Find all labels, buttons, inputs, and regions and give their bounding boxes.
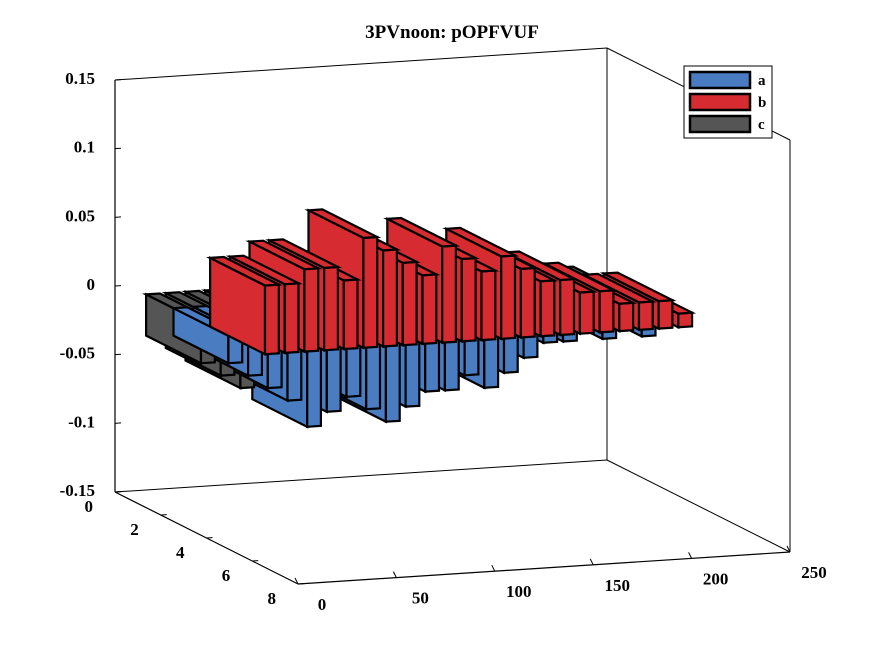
x-tick-label: 0: [318, 595, 327, 614]
x-tick-mark: [688, 552, 693, 559]
bar-top-b: [225, 254, 303, 286]
bar-side-b: [657, 299, 674, 330]
z-tick-label: -0.05: [60, 344, 95, 363]
x-tick-mark: [589, 558, 594, 566]
legend-label-b: b: [758, 95, 766, 111]
bar-group: [141, 208, 697, 429]
bar-side-b: [362, 235, 379, 349]
bar-top-b: [383, 216, 461, 248]
y-tick-label: 0: [85, 497, 94, 516]
bar-top-b: [205, 255, 283, 287]
bar-side-b: [598, 289, 615, 334]
z-tick-label: 0.1: [74, 138, 95, 157]
bar-top-b: [265, 238, 343, 270]
legend-swatch-a: [688, 70, 752, 90]
bar-top-b: [442, 226, 520, 258]
bar-top-b: [245, 239, 323, 271]
bar-side-b: [480, 269, 497, 342]
bar-side-b: [559, 277, 576, 337]
x-tick-label: 200: [703, 569, 729, 588]
chart-title: 3PVnoon: pOPFVUF: [365, 22, 539, 43]
back-bottom-edge: [114, 459, 608, 493]
bar-side-b: [618, 301, 635, 333]
legend: abc: [683, 65, 773, 139]
back-top-edge: [114, 47, 608, 81]
bar-side-b: [519, 266, 536, 339]
bar-side-b: [637, 300, 654, 331]
bar-top-b: [501, 250, 579, 282]
z-tick-label: -0.15: [60, 481, 95, 500]
bar-top-b: [579, 272, 657, 304]
x-tick-mark: [392, 571, 397, 578]
bar-top-b: [599, 271, 677, 303]
x-tick-label: 150: [604, 576, 630, 595]
bar-top-b: [540, 261, 618, 293]
x-tick-mark: [786, 545, 791, 553]
bar-side-b: [401, 260, 418, 347]
x-tick-label: 250: [801, 563, 827, 582]
bar-side-b: [342, 278, 359, 351]
x-tick-label: 100: [506, 582, 532, 601]
bar-top-b: [304, 208, 382, 240]
legend-label-a: a: [758, 73, 766, 89]
x-tick-label: 50: [412, 589, 429, 608]
legend-label-c: c: [758, 117, 765, 133]
x-tick-mark: [294, 577, 299, 585]
y-tick-label: 6: [222, 566, 231, 585]
z-tick-label: 0: [87, 275, 96, 294]
bar-side-b: [677, 311, 694, 329]
bar-side-b: [539, 279, 556, 338]
y-tick-label: 2: [130, 520, 139, 539]
z-tick-label: 0.15: [65, 69, 95, 88]
bar-side-b: [421, 273, 438, 346]
y-tick-label: 4: [176, 543, 185, 562]
bar-side-b: [441, 244, 457, 344]
bar-side-b: [303, 267, 320, 353]
x-tick-mark: [491, 564, 496, 572]
bar-side-b: [460, 256, 477, 343]
legend-swatch-b: [688, 92, 752, 112]
bar-side-b: [323, 265, 339, 352]
z-tick-label: -0.1: [68, 412, 95, 431]
bar-side-b: [500, 254, 517, 340]
y-tick-label: 8: [268, 589, 277, 608]
bar-side-b: [263, 283, 280, 356]
z-tick-label: 0.05: [65, 206, 95, 225]
bar-side-b: [283, 282, 300, 355]
bar-side-b: [382, 248, 398, 348]
bar-side-b: [578, 290, 595, 335]
legend-swatch-c: [688, 114, 752, 134]
right-bottom-edge: [606, 459, 791, 553]
x-axis-line: [297, 551, 791, 585]
